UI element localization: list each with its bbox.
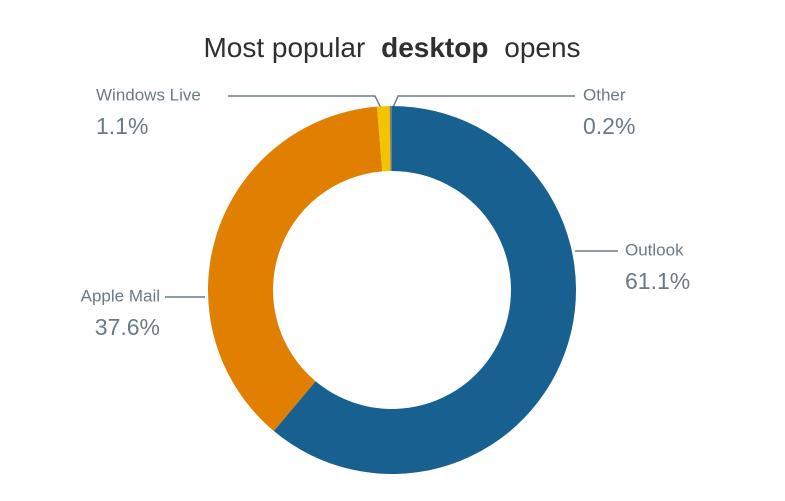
data-label: 0.2% [583, 113, 635, 139]
data-label: 37.6% [95, 314, 160, 340]
chart-title: Most popular desktop opens [203, 32, 580, 63]
donut-segment [273, 106, 577, 475]
data-label: 1.1% [96, 113, 148, 139]
donut-segment [208, 106, 383, 432]
title-part: Most popular [203, 32, 365, 63]
donut-segment [389, 106, 392, 172]
legend-label: Apple Mail [81, 286, 160, 305]
leader-line [391, 95, 575, 111]
donut-segment [376, 106, 391, 172]
leader-line [228, 95, 383, 111]
legend-label: Windows Live [96, 85, 201, 104]
data-label: 61.1% [625, 268, 690, 294]
legend-label: Other [583, 85, 626, 104]
legend-label: Outlook [625, 240, 684, 259]
title-part: desktop [381, 32, 488, 63]
title-part: opens [504, 32, 580, 63]
